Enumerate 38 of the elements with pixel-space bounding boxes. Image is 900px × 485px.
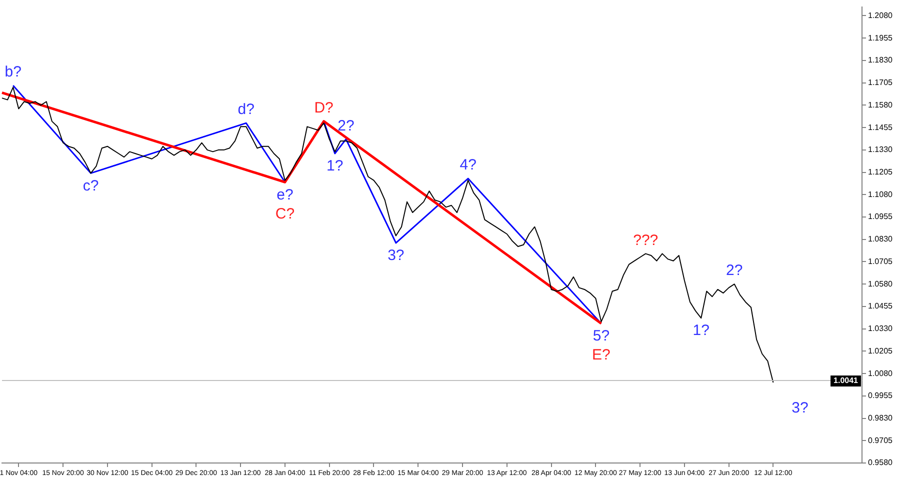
y-tick-label: 1.0455	[868, 302, 894, 311]
y-tick-label: 1.0580	[868, 279, 894, 288]
y-tick-label: 1.2080	[868, 10, 894, 20]
y-tick-label: 1.1830	[868, 56, 894, 65]
y-tick-label: 1.0080	[868, 368, 894, 378]
annotation: 4?	[460, 156, 476, 174]
y-tick-label: 1.0830	[868, 234, 894, 244]
y-tick-label: 1.1705	[868, 78, 894, 88]
annotation: 3?	[388, 247, 404, 264]
y-tick-label: 1.0705	[868, 256, 894, 266]
y-tick-label: 0.9580	[868, 458, 894, 468]
annotation: C?	[275, 205, 295, 222]
y-tick-label: 1.1080	[868, 190, 894, 199]
annotation: E?	[592, 346, 610, 364]
y-tick-label: 1.1455	[868, 122, 894, 132]
y-tick-label: 1.1580	[868, 100, 894, 110]
annotation: b?	[4, 64, 22, 81]
y-tick-label: 1.1330	[868, 145, 894, 154]
annotation: 2?	[726, 262, 743, 280]
annotation: 2?	[338, 117, 354, 134]
y-tick-label: 0.9955	[868, 391, 894, 400]
y-tick-label: 0.9830	[868, 413, 894, 422]
annotation: d?	[238, 101, 254, 118]
annotation: ???	[633, 232, 658, 249]
y-tick-label: 0.9705	[868, 436, 894, 445]
y-tick-label: 1.1955	[868, 33, 894, 42]
y-tick-label: 1.0205	[868, 346, 894, 356]
annotation: c?	[82, 177, 99, 194]
annotation: 1?	[692, 322, 710, 340]
y-tick-label: 1.0955	[868, 212, 894, 222]
annotation: 1?	[326, 158, 344, 175]
y-tick-label: 1.0330	[868, 324, 894, 334]
ref-line-label: 1.0041	[834, 376, 859, 386]
y-tick-label: 1.1205	[868, 167, 894, 176]
annotation: e?	[276, 186, 294, 204]
annotation: 3?	[792, 399, 808, 416]
annotation: D?	[314, 99, 334, 116]
annotation: 5?	[592, 328, 610, 345]
